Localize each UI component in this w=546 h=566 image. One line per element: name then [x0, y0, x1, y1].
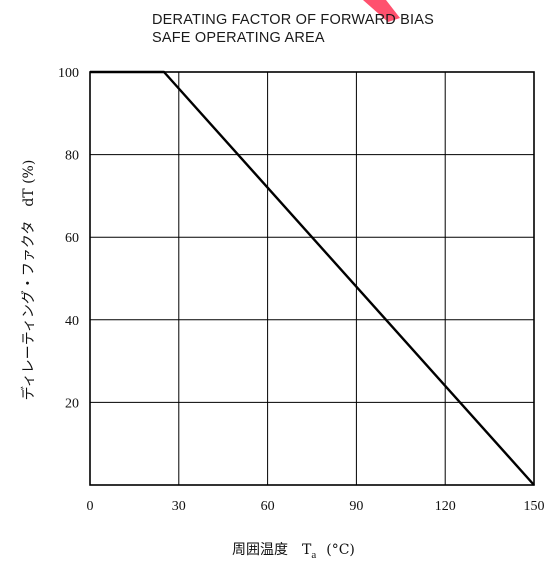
plot-frame: [89, 71, 535, 486]
x-tick-label: 120: [435, 499, 456, 514]
y-tick-label: 80: [65, 149, 79, 164]
chart-title-line-1: DERATING FACTOR OF FORWARD BIAS: [152, 12, 434, 28]
grid: [90, 72, 534, 485]
x-tick-label: 90: [349, 499, 363, 514]
x-tick-label: 150: [524, 499, 545, 514]
derating-line: [90, 70, 535, 486]
x-axis-label-main: 周囲温度 T: [232, 542, 312, 558]
y-tick-label: 100: [58, 66, 79, 81]
x-axis-label-unit: (°C): [326, 542, 355, 558]
chart-title-line-2: SAFE OPERATING AREA: [152, 30, 325, 46]
x-tick-labels: 0 30 60 90 120 150: [87, 499, 545, 514]
y-tick-label: 60: [65, 231, 79, 246]
y-axis-label: ディレーティング・ファクタ dT (%): [20, 160, 37, 401]
y-tick-labels: 20 40 60 80 100: [58, 66, 79, 411]
series-layer: [90, 70, 535, 486]
x-tick-label: 60: [261, 499, 275, 514]
x-axis-label-subscript: a: [311, 549, 316, 561]
y-tick-label: 20: [65, 396, 79, 411]
x-tick-label: 30: [172, 499, 186, 514]
x-tick-label: 0: [87, 499, 94, 514]
x-axis-label: 周囲温度 Ta (°C): [232, 542, 355, 561]
y-tick-label: 40: [65, 314, 79, 329]
red-mark-decoration: [363, 0, 400, 22]
